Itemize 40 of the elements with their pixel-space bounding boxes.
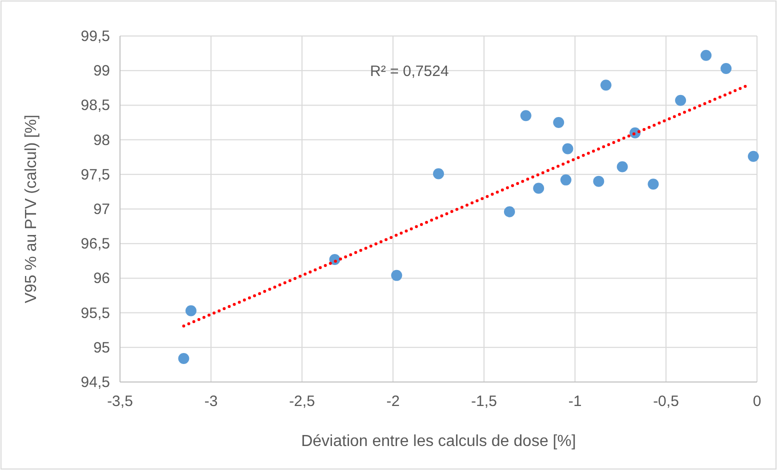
point bbox=[600, 80, 612, 91]
point bbox=[391, 270, 402, 281]
x-tick-label: -2,5 bbox=[289, 393, 315, 410]
x-tick-label: -2 bbox=[386, 393, 400, 410]
annotation: R² = 0,7524 bbox=[370, 63, 449, 80]
point bbox=[748, 150, 759, 162]
point bbox=[648, 178, 659, 190]
y-tick-label: 98 bbox=[93, 132, 110, 149]
x-tick-label: 0 bbox=[752, 393, 762, 410]
point bbox=[504, 206, 515, 218]
y-tick-label: 95 bbox=[93, 339, 110, 356]
y-tick-label: 97 bbox=[93, 201, 110, 218]
point bbox=[700, 50, 712, 61]
point bbox=[185, 305, 196, 316]
point bbox=[616, 161, 628, 172]
y-tick-label: 95,5 bbox=[80, 304, 110, 322]
x-tick-label: -0,5 bbox=[653, 393, 679, 410]
x-tick-label: -1,5 bbox=[471, 393, 497, 410]
point bbox=[560, 174, 572, 186]
point bbox=[720, 63, 732, 74]
y-tick-label: 99,5 bbox=[80, 28, 110, 45]
x-axis-title: Déviation entre les calculs de dose [%] bbox=[301, 433, 576, 450]
y-tick-label: 98,5 bbox=[80, 97, 110, 114]
point bbox=[553, 117, 564, 128]
y-axis-title: V95 % au PTV (calcul) [%] bbox=[23, 114, 40, 304]
point bbox=[675, 94, 686, 106]
y-tick-label: 96,5 bbox=[80, 236, 110, 253]
point bbox=[433, 168, 444, 180]
x-tick-label: -1 bbox=[568, 393, 582, 410]
x-tick-label: -3,5 bbox=[107, 393, 133, 410]
point bbox=[593, 176, 604, 187]
point bbox=[533, 182, 544, 194]
y-tick-label: 97,5 bbox=[80, 166, 110, 184]
point bbox=[520, 110, 532, 122]
y-tick-label: 94,5 bbox=[80, 374, 110, 391]
y-tick-label: 96 bbox=[93, 270, 110, 288]
y-tick-label: 99 bbox=[93, 62, 110, 80]
x-tick-label: -3 bbox=[204, 393, 218, 410]
point bbox=[562, 143, 574, 154]
point bbox=[178, 352, 190, 364]
